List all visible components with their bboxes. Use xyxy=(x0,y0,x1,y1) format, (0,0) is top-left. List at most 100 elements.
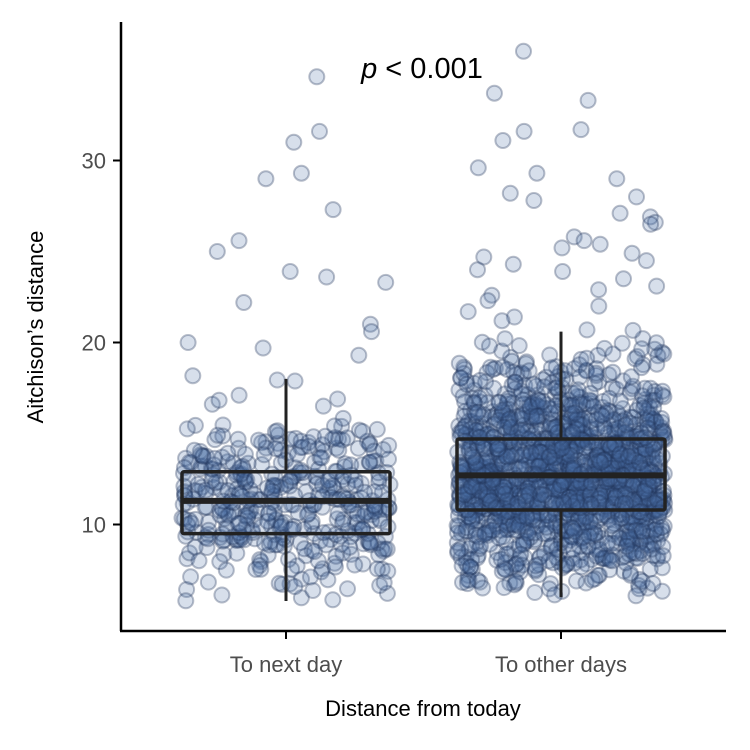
data-point xyxy=(603,444,621,462)
data-point xyxy=(636,379,654,397)
data-point xyxy=(182,514,200,532)
data-point xyxy=(311,449,329,467)
data-point xyxy=(502,488,519,506)
data-point xyxy=(236,473,254,491)
data-point xyxy=(621,566,639,584)
data-point xyxy=(334,409,352,427)
data-point xyxy=(604,449,622,466)
data-point xyxy=(490,393,508,411)
data-point xyxy=(559,488,577,506)
data-point xyxy=(349,439,367,457)
data-point xyxy=(225,502,243,520)
data-point xyxy=(358,432,376,450)
data-point xyxy=(200,513,217,531)
data-point xyxy=(471,393,489,411)
data-point xyxy=(555,493,573,511)
data-point xyxy=(297,547,315,565)
data-point xyxy=(540,444,558,462)
data-point xyxy=(628,401,646,419)
data-point xyxy=(492,516,509,534)
data-point xyxy=(283,468,301,486)
data-point xyxy=(472,478,490,496)
data-point xyxy=(346,556,364,574)
data-point xyxy=(570,356,588,374)
data-point xyxy=(655,517,673,535)
data-point xyxy=(368,420,386,438)
data-point xyxy=(598,534,616,552)
data-point xyxy=(528,419,546,437)
data-point xyxy=(191,442,209,460)
data-point xyxy=(645,410,663,428)
data-point xyxy=(573,411,591,429)
data-point xyxy=(212,481,230,499)
data-point xyxy=(587,453,605,471)
data-point xyxy=(229,514,247,532)
data-point xyxy=(587,449,605,466)
data-point xyxy=(373,540,391,558)
data-point xyxy=(463,413,481,430)
data-point xyxy=(602,484,620,502)
data-point xyxy=(575,513,592,531)
data-point xyxy=(326,558,344,576)
data-point xyxy=(583,551,601,568)
data-point xyxy=(457,372,475,390)
data-point xyxy=(250,431,267,449)
data-point xyxy=(241,481,259,499)
data-point xyxy=(236,507,254,525)
outlier-point xyxy=(469,159,487,177)
data-point xyxy=(366,502,384,520)
data-point xyxy=(574,428,591,446)
data-point xyxy=(614,400,632,418)
data-point xyxy=(510,337,528,355)
data-point xyxy=(459,522,477,540)
data-point xyxy=(511,483,529,501)
data-point xyxy=(268,371,286,389)
data-point xyxy=(588,541,606,559)
data-point xyxy=(629,480,647,498)
data-point xyxy=(518,448,536,466)
data-point xyxy=(617,554,635,572)
data-point xyxy=(271,479,289,496)
data-point xyxy=(645,386,663,404)
data-point xyxy=(258,479,276,497)
data-point xyxy=(494,452,512,470)
data-point xyxy=(504,394,522,412)
data-point xyxy=(495,579,513,597)
data-point xyxy=(540,552,558,570)
data-point xyxy=(568,411,586,429)
data-point xyxy=(552,447,570,464)
data-point xyxy=(469,456,487,474)
data-point xyxy=(229,430,247,448)
data-point xyxy=(495,560,513,578)
data-point xyxy=(502,420,520,438)
data-point xyxy=(452,524,470,542)
data-point xyxy=(624,321,642,339)
data-point xyxy=(637,448,655,466)
data-point xyxy=(514,535,532,553)
data-point xyxy=(465,374,483,392)
data-point xyxy=(223,503,241,521)
data-point xyxy=(600,549,618,567)
data-point xyxy=(474,419,492,437)
data-point xyxy=(520,362,538,380)
data-point xyxy=(516,548,534,566)
data-point xyxy=(348,505,366,523)
data-point xyxy=(591,488,609,506)
data-point xyxy=(631,396,649,414)
data-point xyxy=(499,521,517,539)
data-point xyxy=(587,532,605,550)
data-point xyxy=(604,455,622,473)
data-point xyxy=(459,557,477,575)
data-point xyxy=(572,350,590,368)
data-point xyxy=(654,547,672,565)
outlier-point xyxy=(308,68,326,86)
data-point xyxy=(334,511,352,529)
data-point xyxy=(503,441,521,459)
outlier-point xyxy=(179,334,197,351)
data-point xyxy=(473,415,491,432)
data-point xyxy=(523,491,541,509)
data-point xyxy=(529,485,547,503)
data-point xyxy=(553,439,571,457)
outlier-point xyxy=(285,133,303,151)
data-point xyxy=(473,333,491,351)
